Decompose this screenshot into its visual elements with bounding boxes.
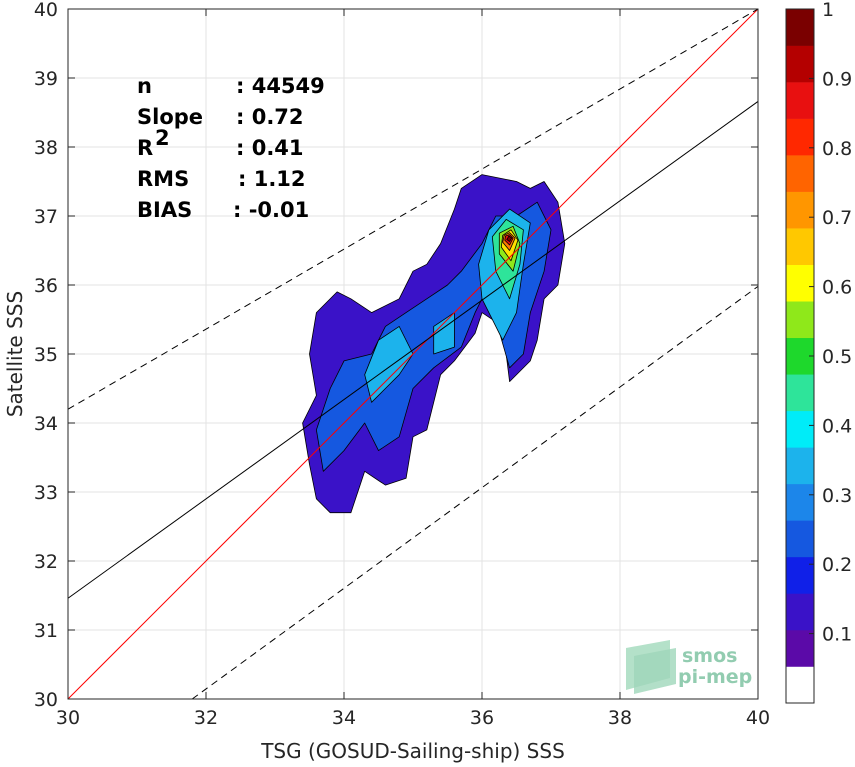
colorbar-tick-label-7: 0.8	[822, 138, 852, 160]
logo-text-smos: smos	[682, 645, 737, 667]
stat-label-0: n	[137, 74, 152, 98]
y-tick-label-10: 40	[34, 0, 58, 21]
stat-label-4: BIAS	[137, 198, 192, 222]
colorbar-tick-label-2: 0.3	[822, 485, 852, 507]
y-tick-label-1: 31	[34, 620, 58, 642]
colorbar-segment-2	[786, 593, 814, 631]
stat-value-0: : 44549	[236, 74, 325, 98]
colorbar-tick-label-0: 0.1	[822, 624, 852, 646]
colorbar-segment-17	[786, 45, 814, 83]
x-tick-label-1: 32	[194, 707, 218, 729]
y-tick-label-2: 32	[34, 551, 58, 573]
y-tick-label-3: 33	[34, 482, 58, 504]
contour-level-10	[506, 235, 513, 242]
colorbar-segment-15	[786, 118, 814, 156]
logo-text-pimep: pi-mep	[678, 666, 752, 688]
colorbar-tick-label-4: 0.5	[822, 346, 852, 368]
stat-value-2: : 0.41	[236, 136, 304, 160]
smos-pi-mep-logo: smos pi-mep	[626, 640, 752, 694]
colorbar-tick-label-3: 0.4	[822, 415, 852, 437]
colorbar-segment-16	[786, 82, 814, 119]
y-axis-ticks: 30 31 32 33 34 35 36 37 38 39 40	[34, 0, 758, 711]
colorbar-segment-0	[786, 666, 814, 704]
colorbar: 0.1 0.2 0.3 0.4 0.5 0.6 0.7 0.8 0.9 1	[785, 0, 852, 704]
colorbar-segment-13	[786, 191, 814, 229]
stat-label-1: Slope	[137, 105, 203, 129]
colorbar-segment-3	[786, 556, 814, 594]
colorbar-segment-7	[786, 410, 814, 448]
identity-line	[67, 8, 759, 700]
regression-line	[67, 101, 759, 599]
contour-level-2	[364, 325, 414, 403]
colorbar-tick-label-1: 0.2	[822, 554, 852, 576]
colorbar-segment-18	[786, 9, 814, 46]
x-tick-label-4: 38	[608, 707, 632, 729]
stat-value-3: : 1.12	[238, 167, 306, 191]
colorbar-tick-label-6: 0.7	[822, 207, 852, 229]
y-tick-label-7: 37	[34, 206, 58, 228]
reference-lines	[67, 8, 759, 700]
y-tick-label-4: 34	[34, 413, 58, 435]
x-tick-label-3: 36	[470, 707, 494, 729]
x-tick-label-0: 30	[56, 707, 80, 729]
colorbar-segment-14	[786, 155, 814, 192]
colorbar-tick-label-5: 0.6	[822, 277, 852, 299]
y-axis-label: Satellite SSS	[3, 291, 27, 417]
y-tick-label-8: 38	[34, 137, 58, 159]
x-axis-ticks: 30 32 34 36 38 40	[56, 9, 770, 729]
density-contours	[302, 174, 566, 514]
colorbar-segment-1	[786, 629, 814, 667]
stat-value-4: : -0.01	[233, 198, 309, 222]
plot-area: 30 32 34 36 38 40 30 31 32 33 34 35 36 37 38 39 40 TSG …	[3, 0, 770, 763]
colorbar-segment-4	[786, 520, 814, 558]
stat-label-3: RMS	[137, 167, 189, 191]
y-tick-label-6: 36	[34, 275, 58, 297]
x-tick-label-2: 34	[332, 707, 356, 729]
y-tick-label-9: 39	[34, 68, 58, 90]
stat-label-2: R	[137, 136, 153, 160]
stat-label-sup-2: 2	[155, 126, 170, 150]
colorbar-segment-6	[786, 447, 814, 485]
stat-value-1: : 0.72	[236, 105, 304, 129]
stats-box: n : 44549 Slope : 0.72 R 2 : 0.41 RMS : 1.12 BIAS…	[137, 74, 325, 222]
colorbar-tick-label-8: 0.9	[822, 68, 852, 90]
colorbar-segment-10	[786, 301, 814, 339]
colorbar-segment-8	[786, 374, 814, 412]
upper-bound-line	[67, 8, 759, 410]
colorbar-segment-11	[786, 264, 814, 302]
logo-waves-icon-2	[634, 648, 676, 694]
y-tick-label-0: 30	[34, 689, 58, 711]
lower-bound-line	[191, 285, 759, 700]
colorbar-segment-12	[786, 228, 814, 265]
x-axis-label: TSG (GOSUD-Sailing-ship) SSS	[260, 739, 565, 763]
colorbar-tick-label-9: 1	[822, 0, 834, 21]
x-tick-label-5: 40	[746, 707, 770, 729]
y-tick-label-5: 35	[34, 344, 58, 366]
colorbar-segment-5	[786, 483, 814, 521]
